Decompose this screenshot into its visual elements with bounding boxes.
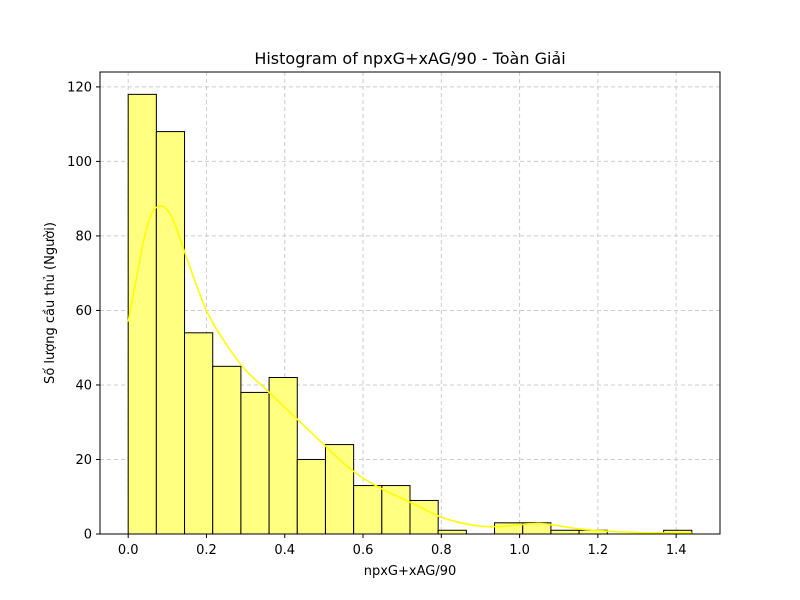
x-tick-label: 1.4 (666, 543, 687, 558)
x-tick-label: 1.2 (588, 543, 609, 558)
plot-frame (99, 71, 721, 535)
y-tick-label: 80 (75, 229, 92, 244)
kde-curve-layer (127, 205, 692, 534)
histogram-bar (212, 365, 242, 535)
y-tick-label: 120 (67, 80, 92, 95)
x-tick-label: 0.2 (196, 543, 217, 558)
histogram-bar (550, 529, 580, 535)
y-axis-ticks: 0 20 40 60 80 100 120 (67, 80, 100, 543)
histogram-bar (268, 377, 298, 535)
y-tick-label: 0 (84, 528, 92, 543)
histogram-bar (296, 458, 326, 535)
x-tick-label: 0.0 (118, 543, 139, 558)
histogram-bar (324, 444, 355, 535)
x-axis-title: npxG+xAG/90 (364, 564, 457, 579)
y-tick-label: 100 (67, 155, 92, 170)
histogram-bar (409, 499, 439, 535)
kde-curve (127, 205, 692, 534)
chart-title: Histogram of npxG+xAG/90 - Toàn Giải (254, 49, 565, 68)
histogram-bar (155, 131, 186, 535)
histogram-bar (437, 529, 467, 535)
y-axis-title: Số lượng cầu thủ (Người) (43, 222, 58, 384)
histogram-bar (184, 332, 214, 535)
x-tick-label: 0.8 (431, 543, 452, 558)
histogram-bar (381, 485, 411, 535)
histogram-bar (353, 485, 383, 535)
histogram-bar (240, 391, 270, 535)
x-tick-label: 0.4 (274, 543, 295, 558)
histogram-bar (127, 93, 157, 535)
y-tick-label: 60 (75, 304, 92, 319)
y-tick-label: 40 (75, 378, 92, 393)
x-tick-label: 1.0 (509, 543, 530, 558)
x-axis-ticks: 0.0 0.2 0.4 0.6 0.8 1.0 1.2 1.4 (118, 534, 687, 558)
x-tick-label: 0.6 (353, 543, 374, 558)
y-tick-label: 20 (75, 453, 92, 468)
